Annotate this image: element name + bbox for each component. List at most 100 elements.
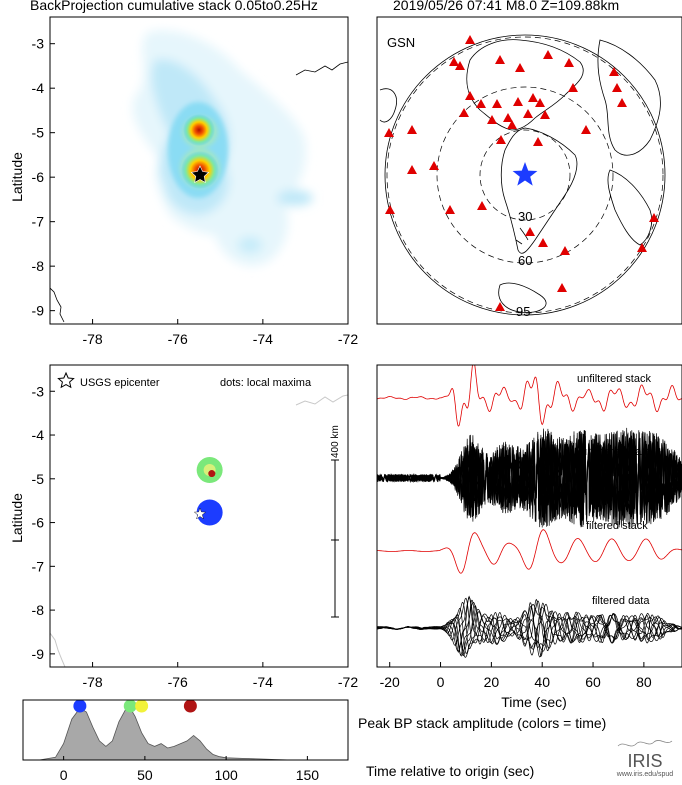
maxima-map-ytick-label: -8: [32, 602, 45, 618]
local-maxima-axes: -78 -76 -74 -72 -3 -4 -5 -6 -7 -8 -9: [32, 383, 359, 690]
station-triangle: [429, 161, 439, 170]
seismogram-xlabel: Time (sec): [501, 694, 567, 710]
filtered-data-trace: [377, 606, 682, 657]
station-triangle: [503, 113, 513, 122]
amplitude-markers: [73, 700, 197, 713]
time-marker-dot: [135, 700, 149, 713]
station-triangle: [523, 109, 533, 118]
amplitude-area: [23, 707, 348, 760]
station-triangle: [581, 125, 591, 134]
station-map-panel: GSN 30 60 95: [376, 16, 682, 325]
local-maxima-frame: [49, 364, 349, 668]
local-maxima-content: 400 km: [50, 394, 348, 667]
station-triangle: [564, 58, 574, 67]
peak-amplitude-axes: 0 50 100 150: [60, 756, 320, 783]
station-triangle: [407, 165, 417, 174]
time-marker-dot: [183, 700, 197, 713]
unfiltered-stack-trace: [377, 365, 682, 427]
trace-label-filtered-stack: filtered stack: [586, 520, 648, 532]
station-triangle: [612, 83, 622, 92]
station-map-frame: [376, 16, 682, 325]
iris-logo-name: IRIS: [627, 751, 662, 771]
ring-60: [436, 86, 614, 264]
stack-map-ytick-label: -8: [32, 258, 45, 274]
ring-label-60: 60: [518, 253, 532, 268]
peak-amplitude-panel: 0 50 100 150 Peak BP stack amplitude (color…: [22, 699, 606, 783]
station-triangle: [407, 125, 417, 134]
stack-map-ytick-label: -7: [32, 214, 45, 230]
amplitude-xtick-label: 0: [60, 767, 68, 783]
peak-amplitude-title: Peak BP stack amplitude (colors = time): [358, 715, 606, 731]
maxima-map-ytick-label: -5: [32, 471, 45, 487]
seismogram-xtick-label: 40: [534, 674, 550, 690]
stack-map-ytick-label: -3: [32, 36, 45, 52]
seismogram-xtick-label: 60: [585, 674, 601, 690]
station-triangle: [528, 93, 538, 102]
station-triangle: [538, 238, 548, 247]
station-triangle: [455, 61, 465, 70]
station-triangle: [525, 227, 535, 236]
ylabel-local-maxima: Latitude: [9, 493, 25, 543]
stack-map-ytick-label: -9: [32, 303, 45, 319]
ring-30: [479, 129, 571, 221]
stack-map-ytick-label: -5: [32, 125, 45, 141]
station-triangle: [445, 205, 455, 214]
maxima-map-ytick-label: -9: [32, 646, 45, 662]
continent-outlines: [379, 39, 661, 313]
maxima-map-xtick-label: -76: [168, 674, 188, 690]
seismogram-traces: [377, 365, 682, 658]
network-label: GSN: [387, 35, 415, 50]
station-triangle: [609, 67, 619, 76]
iris-logo: IRIS www.iris.edu/spud: [616, 740, 674, 778]
horizon-circle: [384, 34, 666, 316]
station-triangle: [513, 97, 523, 106]
coastline-north: [295, 61, 348, 76]
stack-map-frame: [49, 16, 349, 325]
legend-epicenter: USGS epicenter: [80, 377, 160, 389]
epicenter-star-stack: [190, 165, 210, 183]
peak-amplitude-frame: [22, 699, 349, 761]
station-triangle: [465, 91, 475, 100]
maxima-map-ytick-label: -4: [32, 427, 45, 443]
time-marker-dot: [123, 700, 137, 713]
station-triangle: [540, 110, 550, 119]
station-triangle: [495, 302, 505, 311]
stack-map-ytick-label: -6: [32, 169, 45, 185]
stack-map-xtick-label: -74: [253, 331, 273, 347]
stack-peak-north: [183, 114, 215, 146]
station-triangle: [568, 83, 578, 92]
maxima-map-xtick-label: -72: [338, 674, 358, 690]
local-maximum-dot: [208, 470, 216, 478]
unfiltered-data-trace: [377, 430, 682, 528]
filtered-data-trace: [377, 595, 682, 657]
ring-label-30: 30: [518, 209, 532, 224]
station-triangle: [495, 55, 505, 64]
peak-amplitude-content: [23, 700, 348, 760]
station-triangle: [533, 137, 543, 146]
maxima-map-ytick-label: -3: [32, 383, 45, 399]
station-triangle: [465, 35, 475, 44]
station-triangle: [477, 201, 487, 210]
filtered-stack-trace: [377, 529, 682, 574]
coastline-south-gray: [50, 632, 66, 667]
stack-map-xtick-label: -72: [338, 331, 358, 347]
station-triangle: [649, 213, 659, 222]
seismogram-panel: unfiltered stack unfiltered data filtere…: [376, 364, 682, 710]
station-triangle: [637, 243, 647, 252]
station-triangle: [557, 283, 567, 292]
legend-dots: dots: local maxima: [220, 377, 312, 389]
amplitude-xtick-label: 150: [296, 767, 320, 783]
maxima-map-xtick-label: -78: [82, 674, 102, 690]
ring-label-95: 95: [516, 304, 530, 319]
coastline-north-gray: [295, 394, 348, 406]
seismogram-xtick-label: -20: [380, 674, 400, 690]
peak-amplitude-xlabel: Time relative to origin (sec): [366, 763, 534, 779]
trace-label-filtered-data: filtered data: [592, 595, 650, 607]
title-left: BackProjection cumulative stack 0.05to0.…: [30, 0, 318, 13]
station-triangle: [617, 98, 627, 107]
ring-95: [386, 36, 664, 314]
amplitude-xtick-label: 50: [137, 767, 153, 783]
local-maxima-dots: [196, 457, 223, 526]
iris-logo-url: www.iris.edu/spud: [616, 771, 674, 778]
unfiltered-data-trace: [377, 431, 682, 526]
